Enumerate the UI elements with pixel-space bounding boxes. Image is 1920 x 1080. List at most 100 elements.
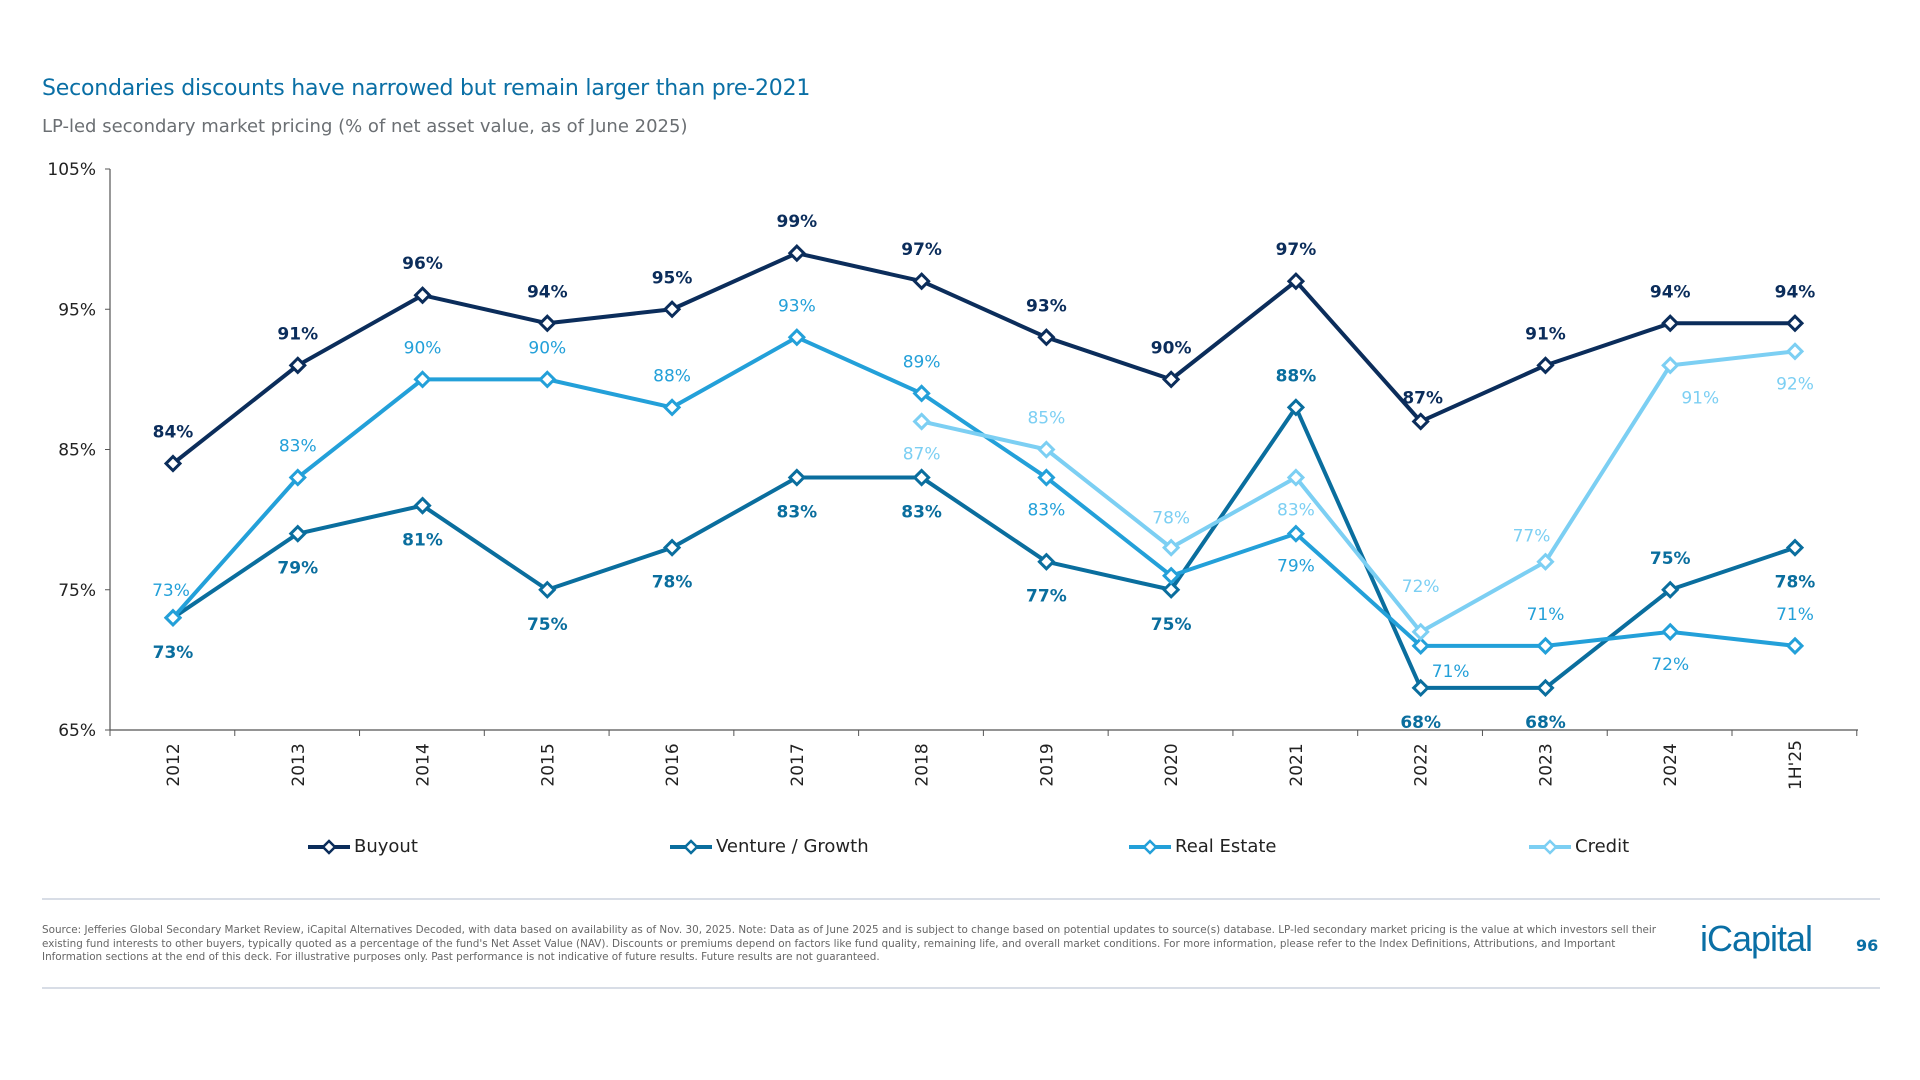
- data-point-marker: [787, 244, 806, 263]
- data-label: 90%: [528, 338, 566, 358]
- data-point-marker: [1785, 636, 1805, 655]
- data-label: 94%: [1650, 282, 1691, 302]
- y-tick-label: 85%: [58, 441, 96, 461]
- x-tick-label: 2022: [1412, 743, 1432, 786]
- data-point-marker: [662, 538, 682, 557]
- data-point-marker: [662, 300, 682, 319]
- data-point-marker: [1162, 566, 1181, 585]
- legend-item: Real Estate: [1129, 836, 1277, 857]
- data-label: 73%: [152, 581, 190, 601]
- chart-legend: Buyout Venture / Growth Real Estate Credit: [0, 836, 1920, 866]
- y-tick-label: 65%: [58, 721, 96, 741]
- data-label: 90%: [404, 338, 442, 358]
- data-point-marker: [1286, 468, 1306, 487]
- data-label: 77%: [1026, 587, 1067, 607]
- data-label: 94%: [527, 282, 568, 302]
- y-tick-label: 95%: [58, 300, 96, 320]
- chart-subtitle: LP-led secondary market pricing (% of ne…: [42, 116, 688, 137]
- data-label: 93%: [778, 296, 816, 316]
- data-label: 72%: [1402, 577, 1440, 597]
- data-point-marker: [1037, 468, 1056, 487]
- data-label: 91%: [1681, 388, 1719, 408]
- x-tick-label: 2019: [1037, 743, 1057, 786]
- data-label: 90%: [1151, 338, 1192, 358]
- data-point-marker: [912, 468, 931, 487]
- data-point-marker: [1037, 552, 1056, 571]
- data-point-marker: [288, 524, 307, 543]
- data-label: 87%: [1402, 388, 1443, 408]
- legend-swatch-icon: [1529, 838, 1571, 855]
- data-point-marker: [1286, 398, 1306, 417]
- y-tick-label: 75%: [58, 581, 96, 601]
- data-label: 81%: [402, 531, 443, 551]
- data-point-marker: [1661, 314, 1680, 333]
- data-label: 83%: [279, 437, 317, 457]
- data-point-marker: [413, 286, 432, 305]
- data-point-marker: [538, 314, 557, 333]
- data-point-marker: [1536, 552, 1555, 571]
- x-tick-label: 2020: [1162, 743, 1182, 786]
- data-label: 93%: [1026, 296, 1067, 316]
- series-line: [921, 349, 1796, 634]
- data-point-marker: [1536, 636, 1555, 655]
- data-point-marker: [1785, 538, 1805, 557]
- data-label: 89%: [903, 352, 941, 372]
- data-label: 79%: [1277, 557, 1315, 577]
- x-tick-label: 1H'25: [1786, 740, 1806, 790]
- data-point-marker: [1286, 524, 1306, 543]
- legend-item: Venture / Growth: [670, 836, 869, 857]
- data-point-marker: [662, 398, 682, 417]
- x-tick-label: 2023: [1536, 743, 1556, 786]
- line-chart: 65% 75% 85% 95% 105% 2012 2013 2014 2015 2016 2017…: [47, 160, 1858, 790]
- data-label: 88%: [653, 366, 691, 386]
- data-label: 73%: [153, 643, 194, 663]
- data-point-marker: [1536, 678, 1555, 698]
- data-point-marker: [413, 496, 432, 515]
- legend-swatch-icon: [308, 838, 350, 855]
- data-point-marker: [1661, 622, 1680, 641]
- x-tick-label: 2012: [164, 743, 184, 786]
- data-point-marker: [1162, 370, 1181, 389]
- data-label: 97%: [1276, 240, 1317, 260]
- data-label: 83%: [1277, 501, 1315, 521]
- data-point-marker: [787, 328, 806, 347]
- data-point-marker: [288, 468, 307, 487]
- data-label: 79%: [277, 559, 318, 579]
- data-point-marker: [288, 356, 307, 375]
- data-label: 91%: [1525, 324, 1566, 344]
- data-point-marker: [413, 370, 432, 389]
- series-line: [171, 251, 1795, 466]
- data-label: 87%: [903, 444, 941, 464]
- data-label: 68%: [1400, 713, 1441, 733]
- series-real-estate: 73% 83% 90% 90% 88% 93% 89% 83% 79% 71% 71% 72% 71%: [152, 296, 1814, 682]
- data-label: 72%: [1651, 655, 1689, 675]
- data-point-marker: [912, 272, 931, 291]
- data-point-marker: [1286, 272, 1306, 291]
- data-label: 83%: [776, 503, 817, 523]
- data-point-marker: [538, 580, 557, 599]
- x-tick-label: 2015: [538, 743, 558, 786]
- x-tick-label: 2016: [663, 743, 683, 786]
- series-credit: 87% 85% 78% 83% 72% 77% 91% 92%: [903, 342, 1814, 641]
- x-tick-label: 2021: [1287, 743, 1307, 786]
- x-tick-label: 2013: [289, 743, 309, 786]
- data-label: 88%: [1276, 366, 1317, 386]
- data-label: 75%: [527, 615, 568, 635]
- data-label: 71%: [1432, 662, 1470, 682]
- data-point-marker: [1411, 636, 1430, 655]
- data-label: 96%: [402, 254, 443, 274]
- data-point-marker: [1037, 328, 1056, 347]
- legend-swatch-icon: [1129, 838, 1171, 855]
- data-point-marker: [912, 412, 931, 431]
- data-point-marker: [912, 384, 931, 403]
- data-label: 95%: [652, 268, 693, 288]
- legend-item: Buyout: [308, 836, 418, 857]
- data-label: 85%: [1027, 409, 1065, 429]
- divider: [42, 898, 1880, 900]
- data-point-marker: [1162, 580, 1181, 599]
- data-label: 83%: [901, 503, 942, 523]
- data-point-marker: [1037, 440, 1056, 459]
- data-label: 75%: [1650, 549, 1691, 569]
- data-point-marker: [1661, 580, 1680, 599]
- data-point-marker: [1411, 622, 1430, 641]
